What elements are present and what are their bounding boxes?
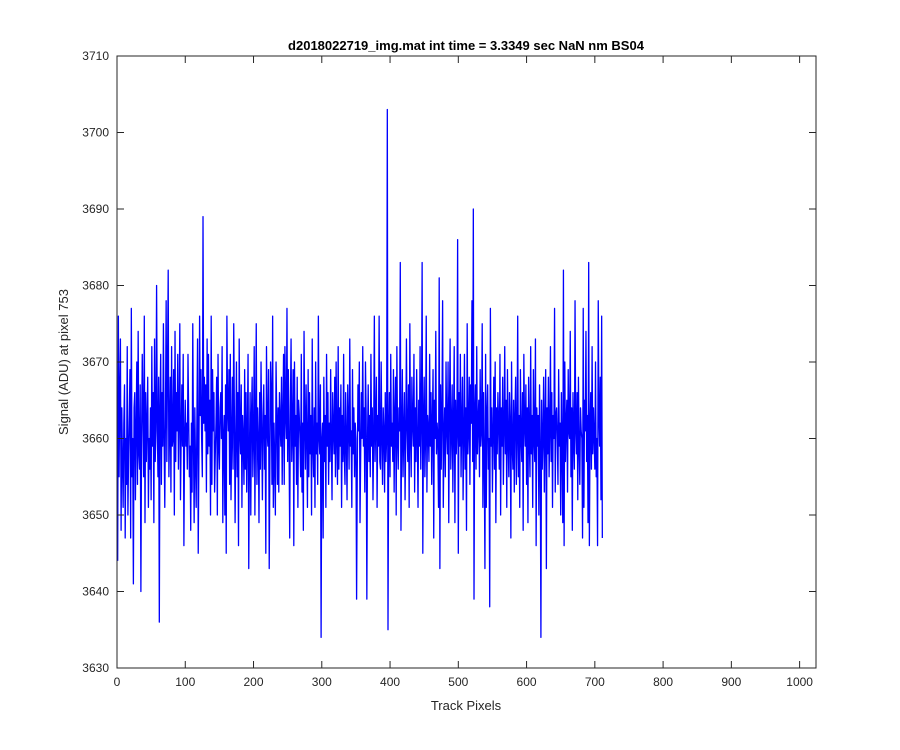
y-tick-label: 3630 (82, 661, 109, 675)
y-tick-label: 3690 (82, 202, 109, 216)
x-tick-label: 700 (585, 675, 605, 689)
axes-box (116, 55, 817, 669)
y-tick-label: 3710 (82, 49, 109, 63)
y-tick-label: 3650 (82, 508, 109, 522)
x-tick-label: 100 (175, 675, 195, 689)
series-group (117, 108, 603, 639)
ticks-group: 0 100 200 300 400 500 600 700 800 900 1000 3630 3640… (82, 49, 816, 689)
x-tick-label: 200 (244, 675, 264, 689)
x-tick-label: 600 (517, 675, 537, 689)
y-tick-label: 3680 (82, 279, 109, 293)
chart-title: d2018022719_img.mat int time = 3.3349 se… (288, 38, 645, 53)
x-tick-label: 300 (312, 675, 332, 689)
y-axis-label: Signal (ADU) at pixel 753 (56, 289, 71, 435)
x-tick-label: 400 (380, 675, 400, 689)
x-axis-label: Track Pixels (431, 698, 502, 713)
x-tick-label: 1000 (786, 675, 813, 689)
y-tick-label: 3640 (82, 585, 109, 599)
x-tick-label: 800 (653, 675, 673, 689)
x-tick-label: 900 (721, 675, 741, 689)
x-tick-label: 0 (114, 675, 121, 689)
series-line-0 (117, 108, 603, 639)
y-tick-label: 3660 (82, 432, 109, 446)
y-tick-label: 3700 (82, 126, 109, 140)
y-tick-label: 3670 (82, 355, 109, 369)
x-tick-label: 500 (448, 675, 468, 689)
